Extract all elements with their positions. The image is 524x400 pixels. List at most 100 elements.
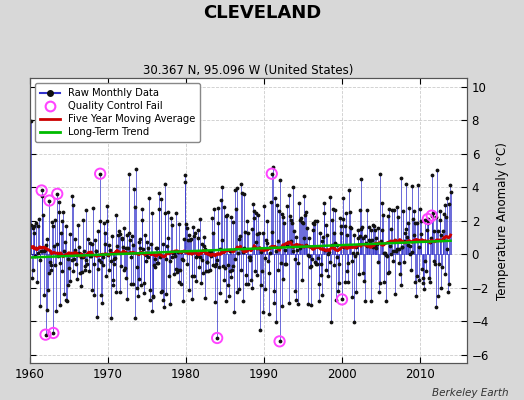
Point — [112, 212, 121, 218]
Point — [156, 254, 164, 260]
Point — [376, 170, 385, 177]
Point — [141, 232, 149, 238]
Point — [211, 263, 220, 269]
Point — [117, 263, 125, 269]
Point — [238, 298, 247, 304]
Point — [341, 279, 350, 285]
Point — [362, 240, 370, 246]
Point — [47, 267, 55, 273]
Point — [383, 253, 391, 259]
Point — [157, 196, 166, 203]
Point — [64, 282, 72, 288]
Point — [179, 256, 188, 263]
Point — [279, 214, 288, 220]
Point — [223, 262, 232, 268]
Point — [158, 288, 166, 294]
Point — [92, 248, 101, 254]
Point — [90, 260, 98, 267]
Point — [39, 292, 48, 298]
Point — [58, 218, 66, 224]
Point — [180, 172, 189, 178]
Point — [419, 280, 428, 286]
Point — [264, 269, 272, 276]
Point — [162, 256, 171, 262]
Point — [236, 181, 245, 188]
Legend: Raw Monthly Data, Quality Control Fail, Five Year Moving Average, Long-Term Tren: Raw Monthly Data, Quality Control Fail, … — [35, 83, 200, 142]
Point — [270, 300, 279, 306]
Point — [366, 240, 374, 246]
Point — [215, 246, 224, 252]
Point — [294, 260, 303, 266]
Point — [257, 282, 265, 288]
Point — [363, 207, 372, 214]
Point — [196, 280, 205, 286]
Point — [135, 238, 144, 245]
Point — [241, 244, 249, 251]
Point — [421, 258, 429, 264]
Point — [81, 263, 90, 270]
Point — [250, 268, 259, 274]
Point — [177, 249, 185, 255]
Point — [309, 226, 318, 233]
Point — [364, 241, 372, 248]
Point — [314, 298, 323, 304]
Point — [125, 171, 133, 177]
Point — [155, 190, 163, 196]
Point — [277, 260, 285, 266]
Point — [66, 230, 74, 237]
Point — [408, 249, 417, 255]
Point — [263, 217, 271, 224]
Point — [221, 264, 229, 271]
Point — [333, 254, 341, 260]
Point — [283, 242, 291, 249]
Point — [347, 294, 356, 300]
Point — [175, 278, 183, 285]
Point — [174, 266, 182, 273]
Point — [248, 226, 256, 232]
Point — [345, 187, 353, 194]
Point — [252, 210, 260, 216]
Point — [29, 224, 37, 231]
Point — [331, 207, 339, 214]
Point — [134, 293, 142, 299]
Point — [282, 203, 291, 210]
Point — [178, 256, 186, 262]
Point — [446, 189, 455, 195]
Point — [210, 206, 218, 212]
Point — [386, 243, 394, 249]
Point — [433, 228, 442, 235]
Point — [77, 254, 85, 260]
Point — [125, 230, 134, 236]
Point — [214, 220, 222, 226]
Point — [66, 277, 74, 284]
Point — [189, 224, 198, 230]
Point — [422, 268, 430, 274]
Point — [122, 274, 130, 281]
Point — [367, 227, 375, 234]
Point — [222, 298, 231, 304]
Point — [51, 262, 60, 268]
Point — [199, 242, 208, 249]
Point — [322, 222, 331, 228]
Point — [193, 253, 201, 260]
Point — [87, 253, 95, 260]
Point — [157, 289, 165, 295]
Point — [144, 253, 152, 260]
Point — [312, 261, 320, 267]
Point — [435, 260, 443, 267]
Point — [414, 181, 422, 188]
Point — [446, 182, 454, 188]
Point — [392, 245, 401, 252]
Point — [328, 217, 336, 224]
Point — [95, 218, 104, 224]
Y-axis label: Temperature Anomaly (°C): Temperature Anomaly (°C) — [496, 142, 509, 300]
Point — [391, 290, 399, 297]
Point — [138, 206, 146, 212]
Point — [325, 193, 334, 200]
Point — [441, 271, 449, 278]
Point — [445, 201, 453, 208]
Point — [368, 222, 377, 228]
Point — [300, 235, 309, 242]
Point — [298, 277, 307, 284]
Point — [134, 276, 143, 282]
